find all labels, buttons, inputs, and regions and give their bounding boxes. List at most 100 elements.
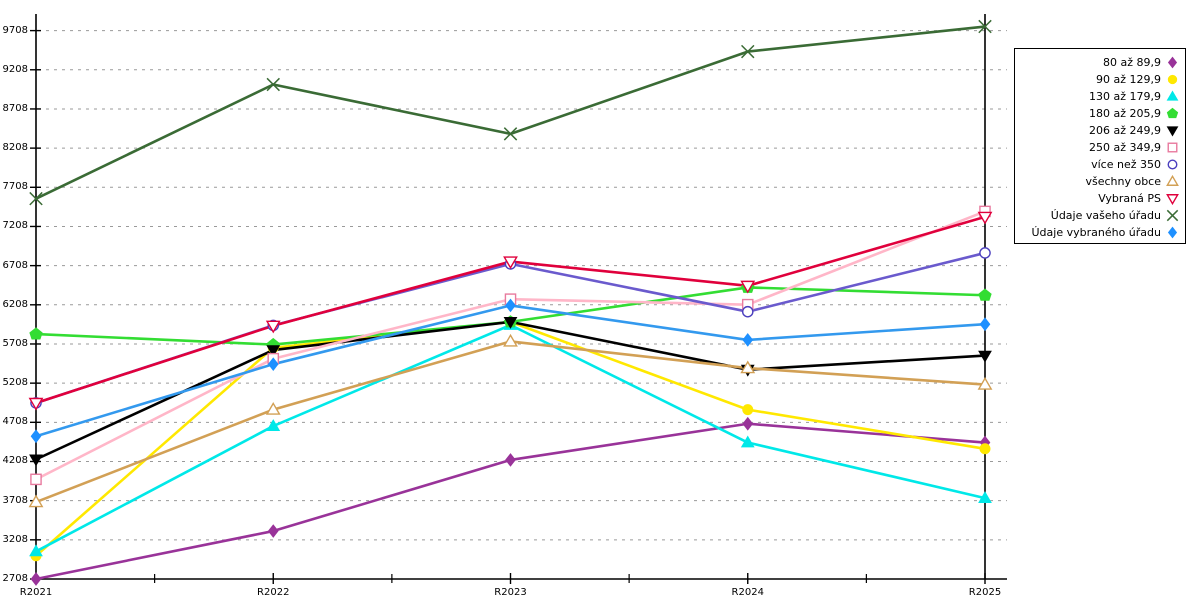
- legend-marker-diamond-icon: [1167, 56, 1178, 69]
- y-axis-tick-label: 6708: [2, 259, 28, 271]
- data-point-marker-triangle-up-open: [265, 402, 281, 415]
- data-point-marker-pentagon: [1166, 107, 1179, 119]
- data-point-marker-diamond: [267, 357, 279, 372]
- y-axis-tick-label: 3208: [2, 533, 28, 545]
- legend-marker-diamond-icon: [1167, 226, 1178, 239]
- legend-marker-triangle-up-open-icon: [1166, 175, 1179, 186]
- y-axis-tick-label: 6208: [2, 298, 28, 310]
- y-axis-tick-label: 2708: [2, 573, 28, 584]
- data-point-marker-triangle-down-open: [740, 280, 756, 294]
- legend-item-label: více než 350: [1091, 158, 1161, 171]
- data-point-marker-diamond: [1167, 56, 1178, 69]
- data-point-marker-triangle-down-open: [977, 211, 993, 225]
- data-point-marker-triangle-down-open: [265, 320, 281, 334]
- y-axis-tick-label: 8208: [2, 142, 28, 154]
- data-point-marker-pentagon: [978, 288, 992, 301]
- data-point-marker-triangle-up-open: [977, 376, 993, 390]
- data-point-marker-triangle-down-open: [28, 397, 44, 411]
- data-point-marker-pentagon: [29, 327, 43, 340]
- data-point-marker-x-cross: [741, 44, 755, 59]
- data-point-marker-x-cross: [266, 77, 280, 92]
- x-axis-tick-label: R2025: [968, 587, 1002, 598]
- legend-item-label: Údaje vašeho úřadu: [1050, 209, 1161, 222]
- series-line: [34, 323, 987, 553]
- legend-item[interactable]: 80 až 89,9: [1019, 54, 1179, 71]
- data-point-marker-triangle-down-open: [503, 256, 518, 270]
- legend-item-label: 250 až 349,9: [1089, 141, 1161, 154]
- data-point-marker-triangle-up: [978, 491, 992, 504]
- legend-item[interactable]: Údaje vašeho úřadu: [1019, 207, 1179, 224]
- legend-marker-pentagon-icon: [1166, 107, 1179, 119]
- data-point-marker-diamond: [30, 572, 42, 586]
- data-point-marker-diamond: [979, 317, 991, 332]
- legend-item[interactable]: všechny obce: [1019, 173, 1179, 190]
- data-point-marker-triangle-up-open: [740, 360, 756, 374]
- data-point-marker-triangle-down: [978, 350, 992, 363]
- data-point-marker-triangle-down: [266, 345, 281, 358]
- data-point-marker-diamond: [505, 298, 516, 313]
- legend-item-label: 90 až 129,9: [1096, 73, 1161, 86]
- legend-item[interactable]: 90 až 129,9: [1019, 71, 1179, 88]
- data-point-marker-triangle-down: [503, 317, 518, 329]
- data-point-marker-square: [30, 473, 42, 486]
- data-point-marker-diamond: [742, 333, 754, 347]
- legend-marker-triangle-down-icon: [1166, 126, 1179, 137]
- x-axis-tick-label: R2024: [731, 587, 764, 598]
- y-axis-tick-label: 9208: [2, 63, 28, 75]
- data-point-marker-diamond: [742, 416, 754, 431]
- x-axis-tick-label: R2023: [494, 587, 527, 598]
- y-axis-tick-label: 5708: [2, 337, 28, 349]
- data-point-marker-diamond: [1167, 226, 1178, 239]
- data-point-marker-circle-open: [741, 305, 754, 318]
- chart-legend: 80 až 89,9 90 až 129,9 130 až 179,9 180 až …: [1014, 48, 1186, 244]
- data-point-marker-circle-open: [979, 247, 991, 259]
- legend-marker-square-icon: [1167, 142, 1178, 153]
- legend-marker-circle-icon: [1167, 74, 1178, 85]
- data-point-marker-circle-open: [1167, 159, 1178, 170]
- data-point-marker-x-cross: [503, 127, 518, 141]
- y-axis-tick-label: 7208: [2, 220, 28, 232]
- data-point-marker-x-cross: [978, 19, 992, 34]
- data-point-marker-x-cross: [1166, 209, 1179, 222]
- legend-item[interactable]: 206 až 249,9: [1019, 122, 1179, 139]
- legend-item[interactable]: 180 až 205,9: [1019, 105, 1179, 122]
- data-point-marker-triangle-down: [1166, 126, 1179, 137]
- data-point-marker-diamond: [30, 429, 42, 444]
- data-point-marker-circle: [979, 443, 991, 455]
- legend-item[interactable]: více než 350: [1019, 156, 1179, 173]
- series-line: [34, 25, 987, 200]
- series-markers: [28, 19, 993, 586]
- legend-item[interactable]: Vybraná PS: [1019, 190, 1179, 207]
- data-point-marker-triangle-up: [29, 544, 43, 557]
- legend-item-label: všechny obce: [1085, 175, 1161, 188]
- y-axis-tick-label: 4208: [2, 455, 28, 467]
- y-axis-tick-label: 5208: [2, 377, 28, 389]
- legend-item-label: 180 až 205,9: [1089, 107, 1161, 120]
- legend-marker-x-cross-icon: [1166, 209, 1179, 222]
- legend-item[interactable]: 130 až 179,9: [1019, 88, 1179, 105]
- gridlines: [38, 30, 1007, 580]
- series-line: [34, 340, 987, 504]
- legend-item-label: 130 až 179,9: [1089, 90, 1161, 103]
- legend-item[interactable]: Údaje vybraného úřadu: [1019, 224, 1179, 241]
- data-point-marker-circle: [1167, 74, 1178, 85]
- data-point-marker-triangle-up: [266, 419, 281, 431]
- data-point-marker-triangle-up-open: [28, 494, 44, 508]
- data-point-marker-diamond: [267, 524, 279, 538]
- y-axis-tick-label: 7708: [2, 181, 28, 193]
- data-point-marker-diamond: [505, 453, 516, 467]
- legend-item-label: Údaje vybraného úřadu: [1031, 226, 1162, 239]
- legend-item[interactable]: 250 až 349,9: [1019, 139, 1179, 156]
- legend-marker-triangle-up-icon: [1166, 90, 1179, 101]
- x-axis-tick-label: R2022: [257, 587, 290, 598]
- data-point-marker-triangle-up-open: [503, 333, 518, 347]
- data-point-marker-triangle-up: [740, 435, 755, 448]
- data-point-marker-triangle-down: [29, 454, 43, 467]
- data-point-marker-x-cross: [29, 191, 43, 206]
- legend-item-label: 206 až 249,9: [1089, 124, 1161, 137]
- y-axis-tick-label: 9708: [2, 24, 28, 36]
- legend-item-label: 80 až 89,9: [1103, 56, 1161, 69]
- y-axis-tick-label: 4708: [2, 416, 28, 428]
